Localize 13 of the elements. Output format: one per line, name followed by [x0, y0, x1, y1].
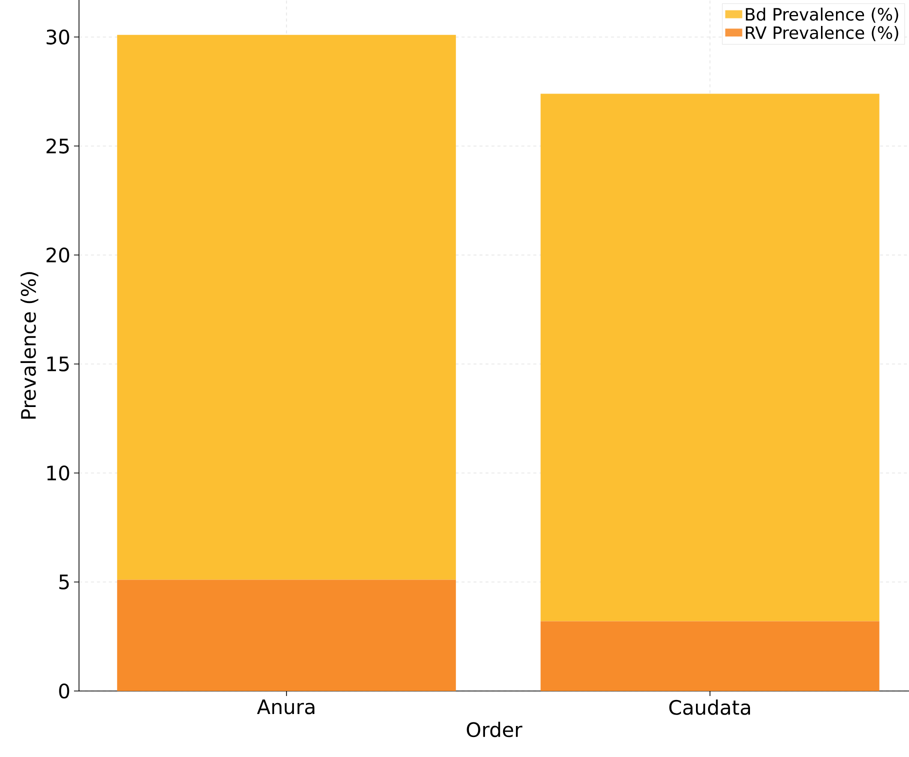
y-tick-label: 25 [46, 138, 69, 154]
x-tick-label: Anura [257, 700, 314, 714]
y-tick-label: 30 [46, 30, 70, 45]
y-axis-title: Prevalence (%) [20, 272, 38, 419]
legend-label: Bd Prevalence (%) [746, 8, 898, 23]
x-tick-label: Caudata [669, 700, 750, 715]
y-tick-label: 15 [47, 356, 69, 372]
y-tick-label: 0 [59, 683, 70, 699]
x-axis-title: Order [466, 722, 522, 738]
y-tick-label: 20 [46, 247, 70, 263]
y-tick-label: 10 [47, 465, 70, 481]
legend-label: RV Prevalence (%) [746, 26, 898, 42]
y-tick-label: 5 [59, 574, 69, 590]
